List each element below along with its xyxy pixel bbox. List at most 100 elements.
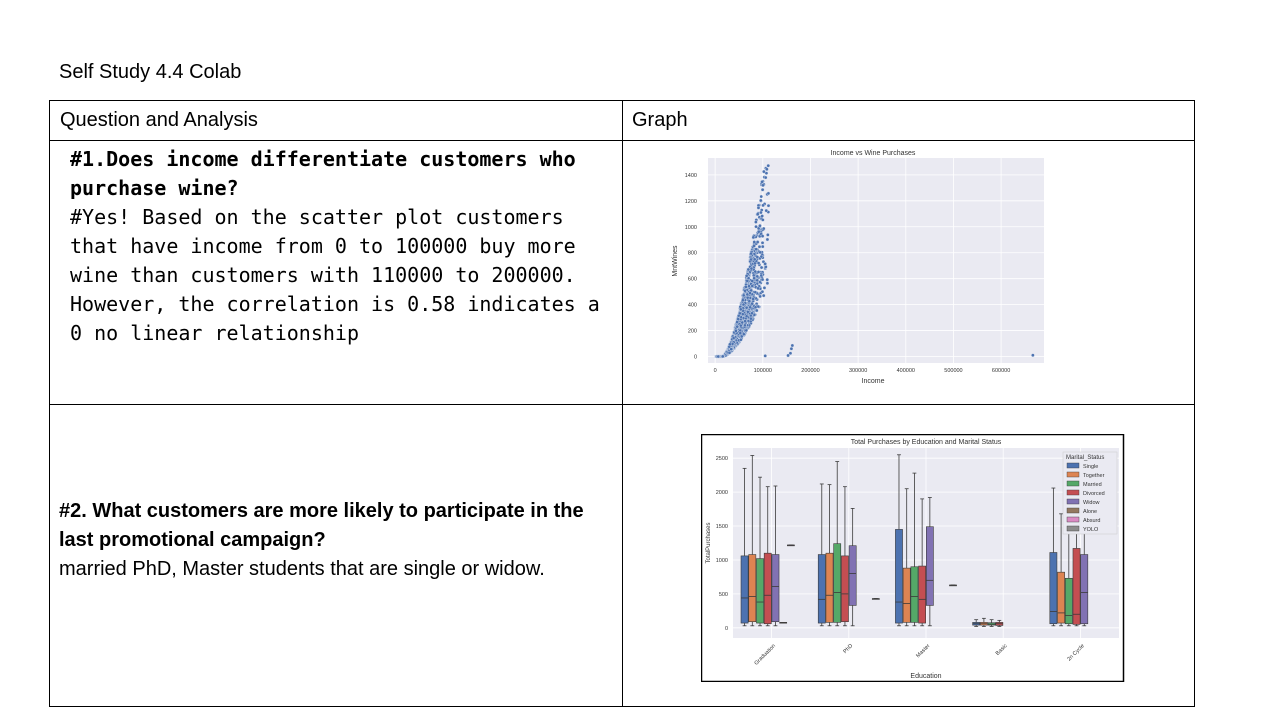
scatter-point (759, 254, 764, 259)
scatter-point (744, 328, 749, 333)
analysis-table: Question and Analysis Graph #1.Does inco… (49, 100, 1195, 707)
scatter-x-tick-label: 100000 (754, 368, 772, 374)
box-divorced (918, 565, 927, 624)
scatter-point (744, 285, 748, 289)
scatter-point (766, 163, 770, 168)
box-legend-entry: Together (1083, 473, 1105, 479)
box-y-tick-label: 500 (719, 592, 728, 598)
scatter-x-label: Income (862, 378, 885, 385)
scatter-point (760, 277, 765, 282)
scatter-point (753, 305, 758, 309)
scatter-point (762, 169, 766, 174)
scatter-point (739, 334, 744, 339)
scatter-point (763, 262, 767, 266)
box-legend-swatch (1066, 516, 1080, 523)
document-title: Self Study 4.4 Colab (59, 61, 242, 83)
scatter-point (729, 347, 733, 351)
box-together (825, 552, 834, 623)
box-widow (1080, 554, 1089, 625)
scatter-point (752, 240, 757, 244)
scatter-point (739, 323, 743, 328)
scatter-point (739, 338, 743, 342)
scatter-point (756, 286, 760, 291)
scatter-point (761, 293, 766, 298)
scatter-point (744, 305, 749, 310)
question-1-cell: #1.Does income differentiate customers w… (70, 145, 600, 348)
scatter-point (745, 292, 750, 297)
box-married (1064, 577, 1073, 625)
scatter-point (756, 261, 761, 265)
scatter-point (765, 237, 770, 242)
scatter-point (738, 311, 742, 316)
scatter-point (757, 245, 762, 249)
box-y-tick-label: 1500 (716, 524, 728, 530)
box-legend-swatch (1066, 507, 1080, 514)
scatter-title: Income vs Wine Purchases (831, 150, 916, 157)
header-graph: Graph (632, 109, 688, 131)
scatter-point (766, 191, 771, 196)
box-single (895, 529, 903, 624)
box-single (817, 554, 826, 624)
box-together (902, 567, 911, 623)
table-column-divider (622, 101, 623, 706)
scatter-point (751, 297, 755, 301)
scatter-point (764, 208, 769, 213)
scatter-point (753, 269, 758, 274)
scatter-point (749, 251, 753, 256)
scatter-point (760, 244, 765, 249)
scatter-plot-area (708, 158, 1044, 363)
box-legend-entry: Absurd (1083, 518, 1100, 524)
box-legend-entry: Alone (1083, 509, 1097, 515)
scatter-point (750, 301, 754, 306)
scatter-y-label: MntWines (672, 245, 679, 277)
scatter-point (752, 257, 757, 262)
scatter-point (727, 351, 732, 355)
scatter-point (765, 167, 769, 171)
scatter-point (749, 257, 753, 262)
scatter-point (753, 290, 758, 294)
scatter-point (761, 226, 766, 231)
scatter-point (745, 279, 750, 283)
scatter-point (740, 320, 745, 325)
scatter-point (738, 331, 743, 335)
box-single (740, 555, 749, 624)
scatter-point (736, 317, 740, 321)
scatter-point (759, 194, 763, 199)
scatter-point (758, 223, 762, 228)
box-y-tick-label: 1000 (716, 558, 728, 564)
scatter-x-tick-label: 0 (714, 368, 717, 374)
box-widow (926, 526, 934, 606)
scatter-point (758, 294, 762, 299)
scatter-point (743, 323, 747, 328)
box-divorced (1072, 548, 1081, 625)
scatter-y-tick-label: 0 (694, 355, 697, 361)
scatter-point (765, 281, 770, 286)
box-divorced (841, 555, 849, 623)
box-married (833, 543, 842, 623)
scatter-point (747, 299, 752, 303)
scatter-point (731, 336, 736, 340)
scatter-point (743, 289, 747, 293)
scatter-x-tick-label: 200000 (801, 368, 819, 374)
scatter-x-tick-label: 500000 (944, 368, 962, 374)
scatter-y-tick-label: 400 (688, 303, 697, 309)
box-widow (848, 545, 857, 606)
scatter-point (764, 171, 769, 175)
scatter-y-tick-label: 800 (688, 251, 697, 257)
scatter-point (749, 266, 754, 271)
scatter-point (734, 329, 738, 333)
box-legend-entry: YOLO (1083, 527, 1099, 533)
scatter-point (760, 187, 765, 192)
scatter-point (746, 310, 750, 314)
scatter-point (735, 324, 739, 329)
scatter-point (758, 250, 762, 255)
box-legend-swatch (1066, 480, 1080, 487)
scatter-point (741, 298, 745, 302)
scatter-point (735, 320, 739, 324)
scatter-point (745, 295, 750, 300)
scatter-point (762, 286, 767, 290)
scatter-point (728, 342, 732, 347)
box-y-tick-label: 2500 (716, 456, 728, 462)
scatter-x-tick-label: 400000 (897, 368, 915, 374)
scatter-point (741, 302, 746, 307)
